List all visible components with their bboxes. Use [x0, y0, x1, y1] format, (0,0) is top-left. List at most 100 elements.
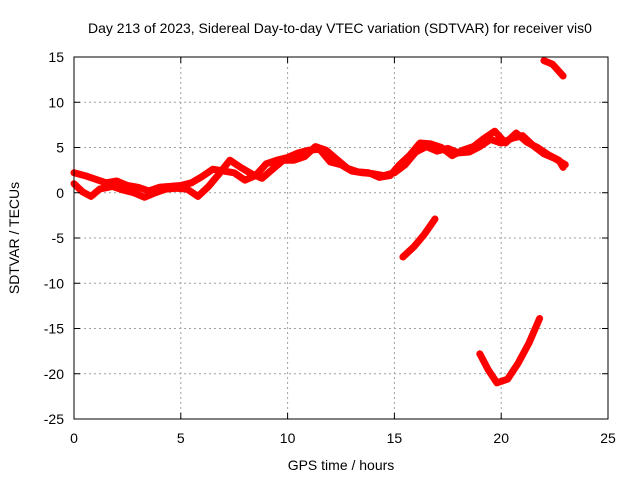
- data-point: [534, 144, 541, 151]
- data-point: [365, 169, 372, 176]
- data-point: [280, 157, 287, 164]
- data-series-trace: [540, 57, 567, 80]
- data-point: [301, 153, 308, 160]
- x-tick-label: 15: [387, 430, 403, 446]
- data-point: [560, 164, 567, 171]
- data-point: [344, 165, 351, 172]
- data-point: [555, 157, 562, 164]
- data-point: [88, 193, 95, 200]
- data-point: [481, 135, 488, 142]
- data-point: [226, 157, 233, 164]
- data-point: [248, 170, 255, 177]
- data-point: [438, 144, 445, 151]
- data-point: [387, 172, 394, 179]
- data-point: [216, 170, 223, 177]
- data-point: [491, 128, 498, 135]
- data-point: [417, 139, 424, 146]
- data-point: [79, 188, 86, 195]
- data-point: [258, 175, 265, 182]
- data-point: [113, 177, 120, 184]
- x-tick-label: 25: [600, 430, 616, 446]
- data-point: [173, 185, 180, 192]
- data-point: [152, 189, 159, 196]
- data-point: [545, 151, 552, 158]
- x-tick-label: 5: [177, 430, 185, 446]
- data-point: [92, 176, 99, 183]
- y-axis-label: SDTVAR / TECUs: [6, 182, 22, 294]
- data-point: [141, 194, 148, 201]
- data-point: [291, 157, 298, 164]
- data-point: [410, 244, 417, 251]
- data-point: [485, 367, 492, 374]
- data-point: [199, 173, 206, 180]
- data-point: [540, 57, 547, 64]
- data-point: [523, 139, 530, 146]
- data-point: [312, 143, 319, 150]
- data-point: [135, 184, 142, 191]
- data-point: [194, 193, 201, 200]
- data-point: [376, 174, 383, 181]
- data-point: [355, 168, 362, 175]
- data-point: [162, 186, 169, 193]
- data-point: [81, 172, 88, 179]
- x-tick-label: 20: [493, 430, 509, 446]
- y-tick-label: 15: [48, 49, 64, 65]
- data-point: [525, 339, 532, 346]
- data-point: [549, 61, 556, 68]
- data-point: [536, 315, 543, 322]
- data-point: [476, 350, 483, 357]
- data-point: [205, 183, 212, 190]
- data-point: [241, 177, 248, 184]
- data-point: [96, 186, 103, 193]
- data-point: [431, 215, 438, 222]
- y-tick-label: 10: [48, 94, 64, 110]
- data-point: [504, 376, 511, 383]
- x-tick-label: 10: [280, 430, 296, 446]
- data-point: [184, 186, 191, 193]
- y-tick-label: -10: [44, 275, 64, 291]
- data-point: [560, 73, 567, 80]
- data-point: [421, 231, 428, 238]
- y-tick-label: -20: [44, 366, 64, 382]
- data-point: [406, 152, 413, 159]
- data-point: [333, 156, 340, 163]
- x-tick-label: 0: [70, 430, 78, 446]
- data-point: [427, 140, 434, 147]
- y-tick-label: 5: [56, 140, 64, 156]
- y-tick-label: -25: [44, 411, 64, 427]
- data-series-trace: [70, 132, 569, 195]
- data-point: [323, 147, 330, 154]
- grid: [74, 57, 608, 419]
- data-point: [399, 254, 406, 261]
- data-point: [237, 164, 244, 171]
- data-point: [395, 162, 402, 169]
- data-point: [263, 160, 270, 167]
- x-axis-label: GPS time / hours: [288, 457, 395, 473]
- data-series: [70, 57, 569, 387]
- data-series-trace: [70, 127, 567, 201]
- y-axis-ticks: 15 10 5 0 -5 -10 -15 -20 -25: [44, 49, 608, 427]
- data-point: [513, 130, 520, 137]
- x-axis-ticks: 0 5 10 15 20 25: [70, 57, 616, 446]
- y-tick-label: -15: [44, 321, 64, 337]
- y-tick-label: 0: [56, 185, 64, 201]
- data-point: [295, 149, 302, 156]
- data-point: [502, 139, 509, 146]
- data-point: [109, 183, 116, 190]
- data-point: [515, 359, 522, 366]
- data-point: [120, 187, 127, 194]
- data-point: [459, 147, 466, 154]
- data-point: [231, 169, 238, 176]
- data-point: [188, 179, 195, 186]
- data-series-trace: [399, 215, 439, 261]
- chart-title: Day 213 of 2023, Sidereal Day-to-day VTE…: [88, 20, 592, 36]
- data-point: [209, 166, 216, 173]
- data-point: [269, 166, 276, 173]
- data-point: [449, 152, 456, 159]
- y-tick-label: -5: [52, 230, 65, 246]
- data-point: [470, 143, 477, 150]
- data-point: [493, 379, 500, 386]
- data-point: [130, 189, 137, 196]
- data-point: [327, 158, 334, 165]
